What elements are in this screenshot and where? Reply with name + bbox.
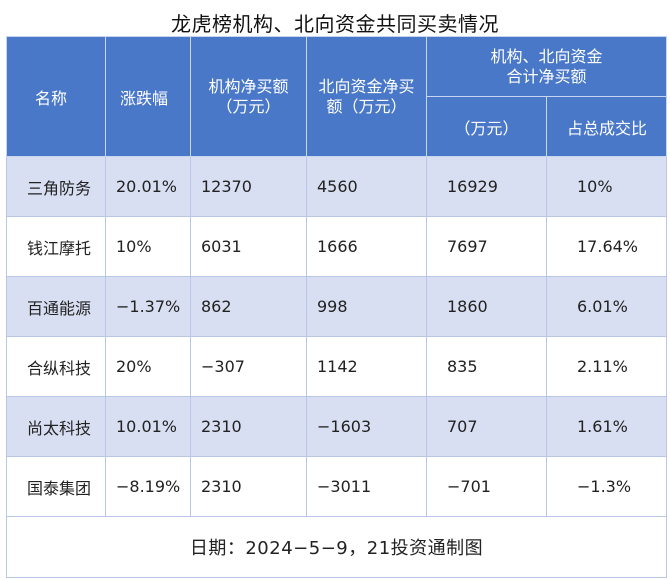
cell-north: 1142 [306, 336, 427, 397]
cell-name: 合纵科技 [6, 336, 106, 397]
cell-name: 钱江摩托 [6, 216, 106, 277]
cell-total: 16929 [426, 156, 547, 217]
cell-name: 国泰集团 [6, 456, 106, 517]
table-row: 三角防务 20.01% 12370 4560 16929 10% [6, 156, 668, 217]
table-row: 国泰集团 −8.19% 2310 −3011 −701 −1.3% [6, 456, 668, 517]
table-row: 钱江摩托 10% 6031 1666 7697 17.64% [6, 216, 668, 277]
cell-north: 998 [306, 276, 427, 337]
cell-change: 20.01% [105, 156, 191, 217]
cell-pct: 2.11% [545, 336, 668, 397]
cell-name: 百通能源 [6, 276, 106, 337]
cell-pct: 17.64% [545, 216, 668, 277]
cell-inst: 6031 [190, 216, 307, 277]
cell-inst: 2310 [190, 456, 307, 517]
header-combined-pct: 占总成交比 [545, 96, 668, 157]
cell-change: 20% [105, 336, 191, 397]
header-combined-unit: （万元） [426, 96, 547, 157]
cell-pct: −1.3% [545, 456, 668, 517]
cell-inst: −307 [190, 336, 307, 397]
cell-total: 7697 [426, 216, 547, 277]
table-row: 百通能源 −1.37% 862 998 1860 6.01% [6, 276, 668, 337]
cell-inst: 12370 [190, 156, 307, 217]
header-north-net-buy: 北向资金净买 额（万元） [306, 36, 427, 157]
cell-north: −3011 [306, 456, 427, 517]
cell-pct: 6.01% [545, 276, 668, 337]
header-north-line2: 额（万元） [326, 96, 407, 116]
header-combined-line2: 合计净买额 [506, 66, 587, 86]
cell-change: −8.19% [105, 456, 191, 517]
cell-inst: 862 [190, 276, 307, 337]
cell-total: 1860 [426, 276, 547, 337]
header-name: 名称 [6, 36, 106, 157]
footer-note: 日期：2024−5−9，21投资通制图 [5, 516, 668, 578]
page-title: 龙虎榜机构、北向资金共同买卖情况 [171, 12, 499, 36]
cell-change: −1.37% [105, 276, 191, 337]
cell-total: −701 [426, 456, 547, 517]
cell-north: 1666 [306, 216, 427, 277]
cell-inst: 2310 [190, 396, 307, 457]
cell-change: 10.01% [105, 396, 191, 457]
cell-name: 尚太科技 [6, 396, 106, 457]
header-inst-line1: 机构净买额 [208, 76, 289, 96]
cell-north: 4560 [306, 156, 427, 217]
cell-north: −1603 [306, 396, 427, 457]
cell-total: 707 [426, 396, 547, 457]
table-row: 尚太科技 10.01% 2310 −1603 707 1.61% [6, 396, 668, 457]
table-row: 合纵科技 20% −307 1142 835 2.11% [6, 336, 668, 397]
cell-name: 三角防务 [6, 156, 106, 217]
cell-change: 10% [105, 216, 191, 277]
header-combined-line1: 机构、北向资金 [490, 46, 603, 66]
header-north-line1: 北向资金净买 [318, 76, 415, 96]
cell-pct: 1.61% [545, 396, 668, 457]
data-table: 名称 涨跌幅 机构净买额 （万元） 北向资金净买 额（万元） 机构、北向资金 合… [5, 36, 668, 578]
header-inst-line2: （万元） [216, 96, 281, 116]
header-combined: 机构、北向资金 合计净买额 [425, 36, 668, 97]
header-change: 涨跌幅 [105, 36, 191, 157]
cell-total: 835 [426, 336, 547, 397]
cell-pct: 10% [545, 156, 668, 217]
header-inst-net-buy: 机构净买额 （万元） [190, 36, 307, 157]
footer-row: 日期：2024−5−9，21投资通制图 [5, 516, 668, 578]
